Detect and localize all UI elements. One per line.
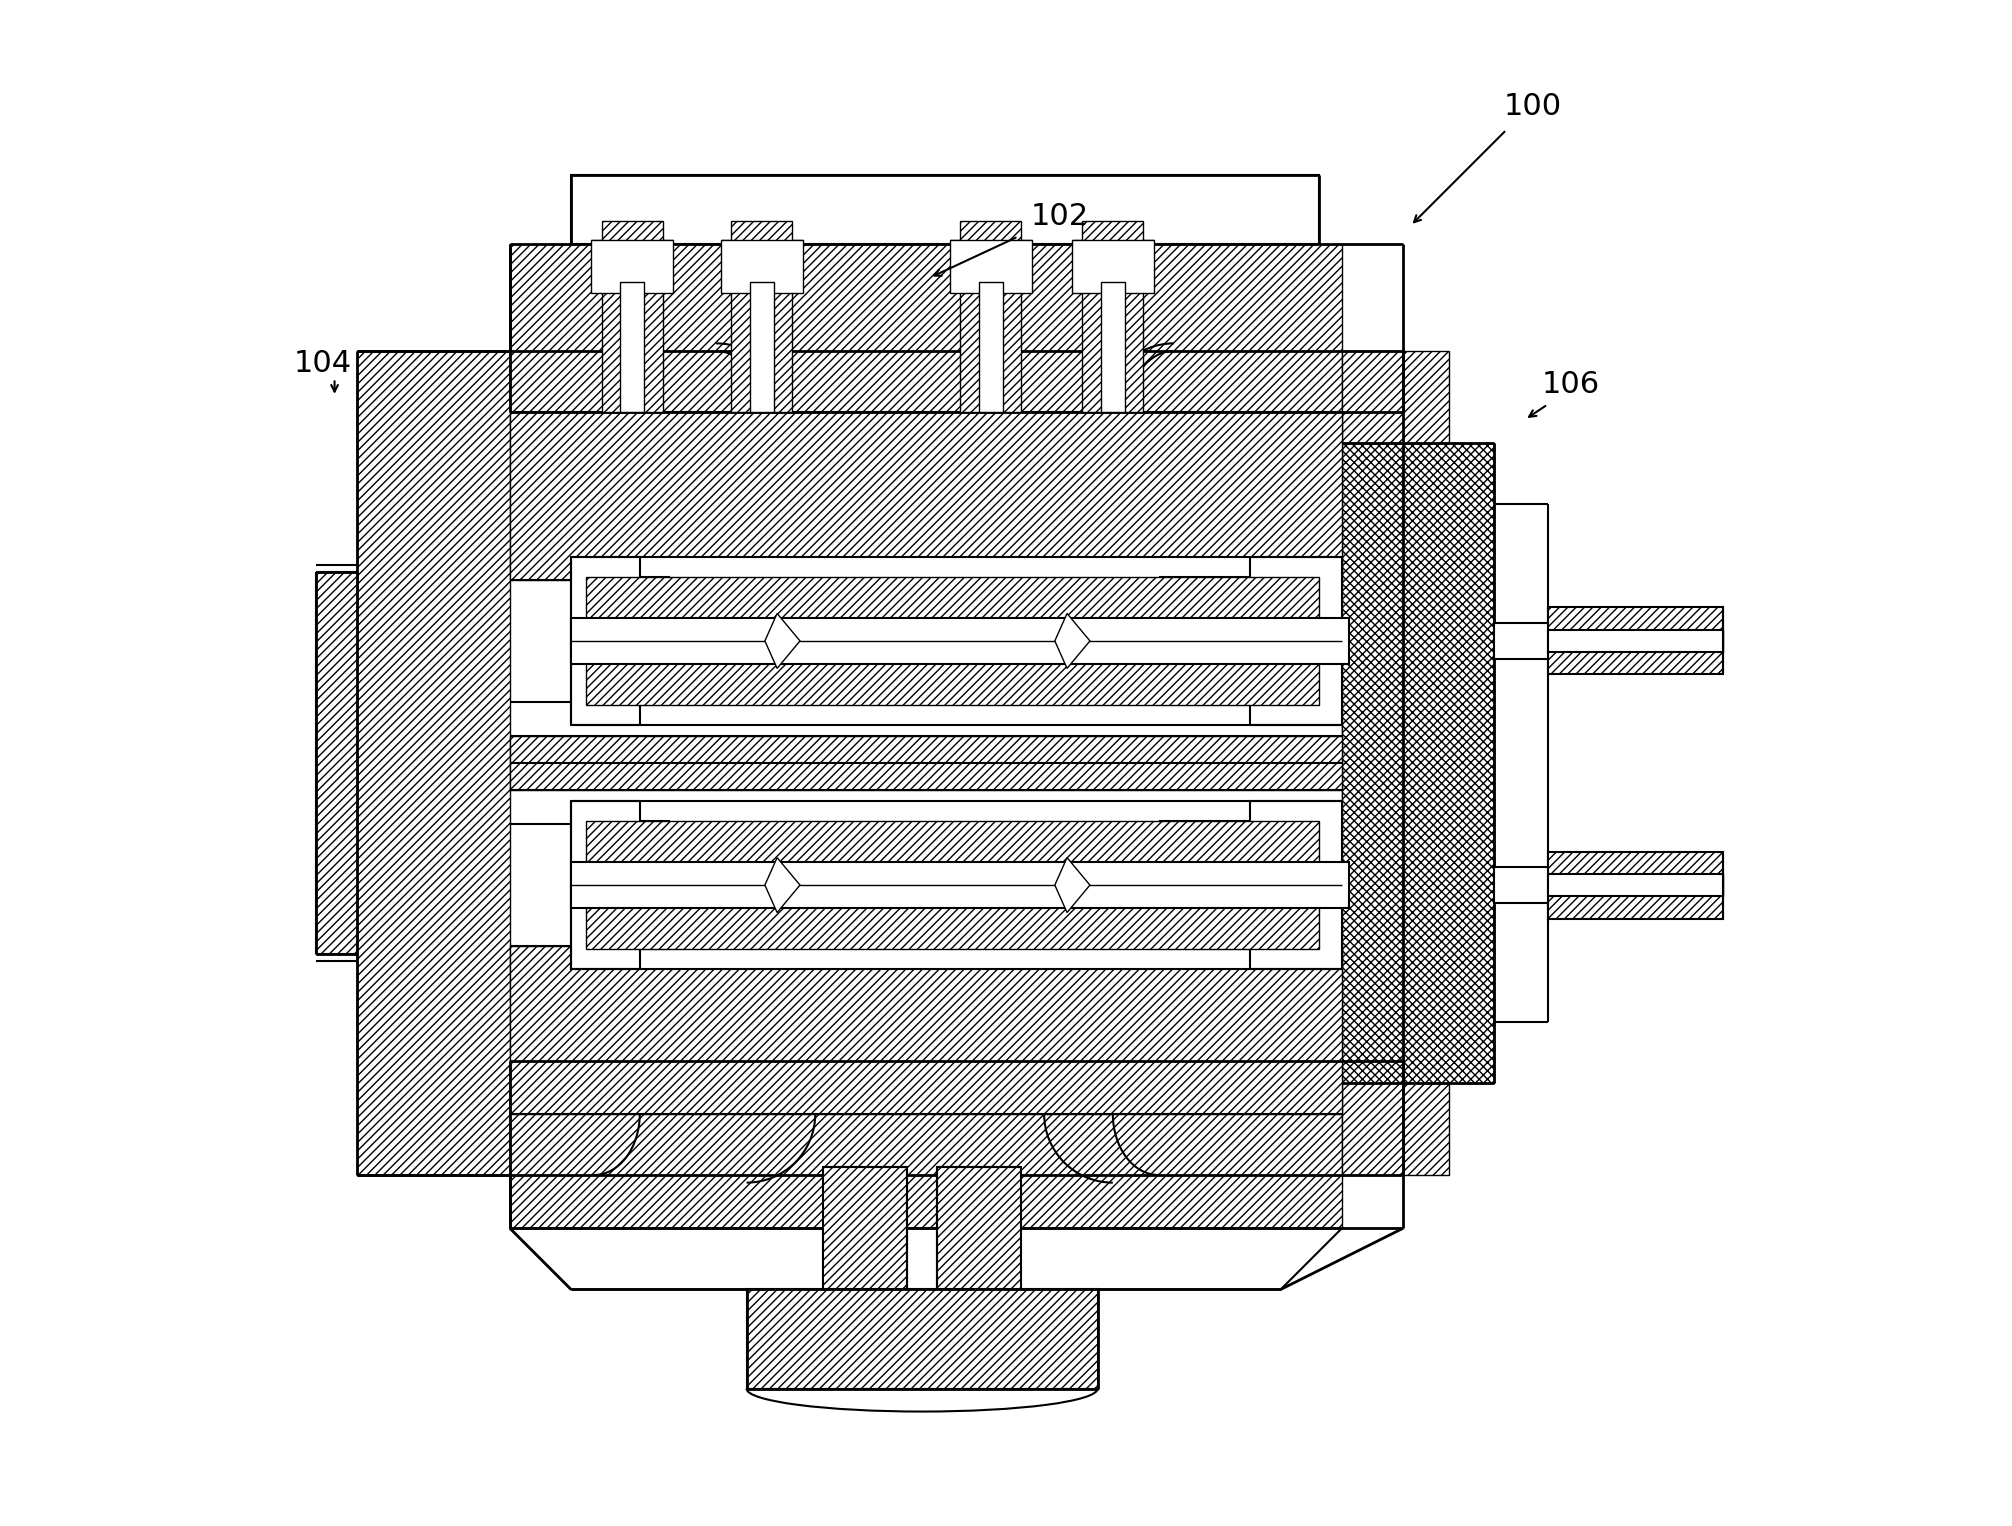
Bar <box>571 618 1350 664</box>
Bar <box>620 282 644 412</box>
Bar <box>1547 852 1722 919</box>
Bar <box>511 946 1342 1114</box>
Polygon shape <box>765 858 801 913</box>
Bar <box>511 244 1342 412</box>
Bar <box>585 577 1318 705</box>
Bar <box>602 221 662 412</box>
Bar <box>1072 240 1155 293</box>
Bar <box>571 862 1350 908</box>
Bar <box>1547 630 1722 652</box>
Text: 106: 106 <box>1541 369 1600 400</box>
Polygon shape <box>1054 613 1091 668</box>
Bar <box>571 175 1318 244</box>
Bar <box>938 1167 1022 1289</box>
Bar <box>316 572 358 954</box>
Bar <box>585 821 1318 949</box>
Bar <box>511 1061 1342 1228</box>
Bar <box>1082 221 1143 412</box>
Polygon shape <box>511 1228 1342 1289</box>
Bar <box>950 240 1032 293</box>
Text: 102: 102 <box>1030 201 1088 232</box>
Bar <box>511 736 1342 790</box>
Bar <box>720 240 803 293</box>
Bar <box>746 1289 1099 1389</box>
Polygon shape <box>1054 858 1091 913</box>
Bar <box>1495 623 1547 659</box>
Bar <box>978 282 1002 412</box>
Bar <box>571 801 1342 969</box>
Bar <box>960 221 1022 412</box>
Bar <box>1495 867 1547 903</box>
Bar <box>358 351 511 1175</box>
Bar <box>592 240 674 293</box>
Bar <box>1547 874 1722 896</box>
Bar <box>1342 351 1449 1175</box>
Text: 104: 104 <box>294 348 352 378</box>
Bar <box>571 557 1342 725</box>
Bar <box>1547 607 1722 674</box>
Bar <box>511 412 1342 580</box>
Bar <box>730 221 793 412</box>
Polygon shape <box>765 613 801 668</box>
Bar <box>750 282 775 412</box>
Text: 100: 100 <box>1503 92 1561 122</box>
Bar <box>1342 443 1495 1083</box>
Bar <box>823 1167 907 1289</box>
Bar <box>1101 282 1125 412</box>
